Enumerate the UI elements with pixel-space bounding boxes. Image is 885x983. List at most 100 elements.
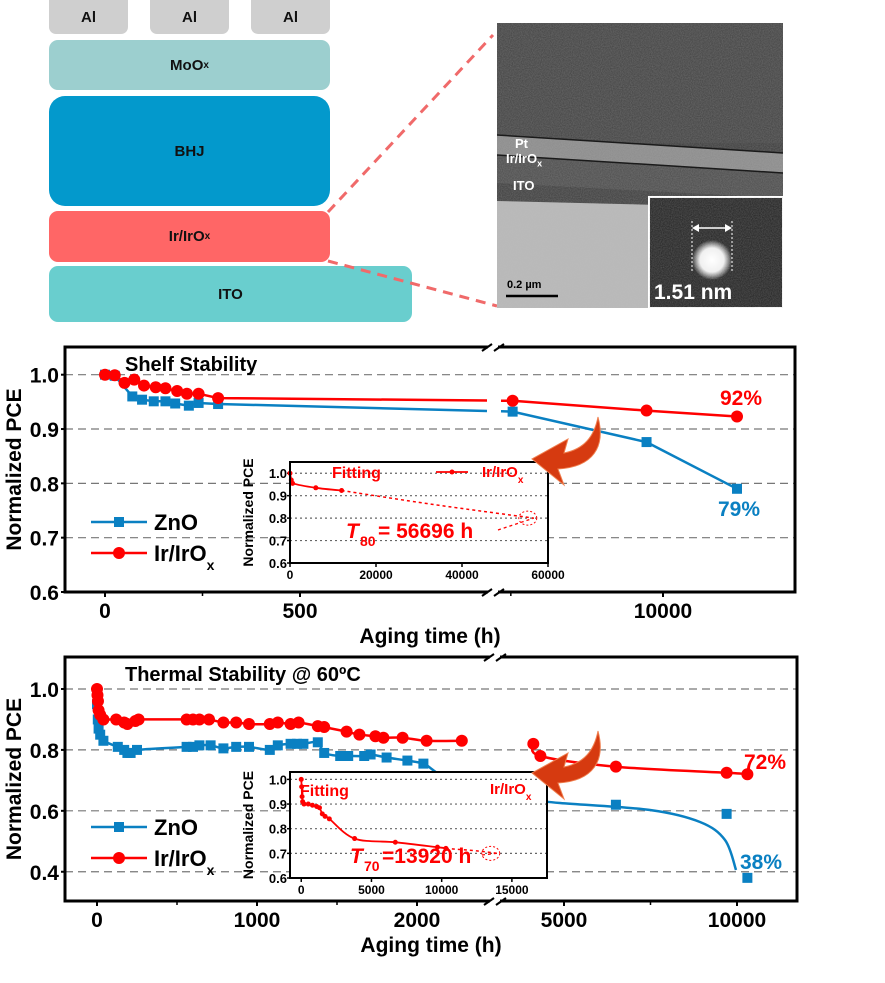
inset-t-symbol: T <box>350 845 365 868</box>
data-point-irox <box>128 373 141 386</box>
tem-label-irox: Ir/IrOx <box>506 151 542 169</box>
data-point-zno <box>264 744 275 755</box>
data-point-zno <box>231 741 242 752</box>
legend-label-irox-sub: x <box>207 862 215 878</box>
inset-data-point <box>299 784 305 790</box>
inset-data-point <box>322 813 328 819</box>
chart-shelf: 0.6 0.7 0.8 0.9 1.0 0 500 10000 Aging time (h) No… <box>3 343 797 648</box>
al-electrode: Al <box>49 0 128 34</box>
legend-label-zno: ZnO <box>154 815 198 840</box>
inset-x-tick-label: 5000 <box>358 883 385 897</box>
inset-data-point <box>290 480 296 486</box>
data-point-zno <box>160 396 171 407</box>
plot-frame <box>63 655 799 903</box>
inset-t-subscript: 80 <box>360 533 376 549</box>
layer-label: Ir/IrO <box>168 228 205 245</box>
inset-y-axis-title: Normalized PCE <box>240 771 256 879</box>
data-point-zno <box>721 808 732 819</box>
data-point-zno <box>365 749 376 760</box>
data-point-zno <box>181 741 192 752</box>
legend-label-irox: Ir/IrO <box>154 541 207 566</box>
y-axis-title: Normalized PCE <box>3 698 26 860</box>
data-point-irox <box>99 368 111 381</box>
inset-t-value: =13920 h <box>382 845 471 868</box>
data-point-zno <box>183 400 194 411</box>
inset-x-tick-label: 40000 <box>445 568 479 582</box>
data-point-irox <box>217 716 230 729</box>
annotation-zno-final: 79% <box>718 498 760 521</box>
data-point-zno <box>335 751 346 762</box>
inset-x-tick-label: 0 <box>298 883 305 897</box>
x-tick-label: 5000 <box>541 909 588 932</box>
tem-image: Pt Ir/IrOx ITO 0.2 µm 1.51 nm <box>497 23 783 308</box>
axis-break-mark <box>493 343 505 352</box>
data-point-zno <box>402 755 413 766</box>
inset-y-axis-title: Normalized PCE <box>240 458 256 566</box>
data-point-zno <box>272 740 283 751</box>
scale-bar-label: 0.2 µm <box>507 279 542 291</box>
data-point-irox <box>193 713 206 726</box>
layer-label: ITO <box>218 285 243 303</box>
data-point-zno <box>188 741 198 752</box>
data-point-zno <box>381 752 392 763</box>
data-point-zno <box>507 406 518 417</box>
inset-y-tick-label: 0.7 <box>269 846 287 861</box>
inset-legend-label: Ir/IrO <box>490 781 526 798</box>
data-point-irox <box>159 382 172 395</box>
data-point-zno <box>93 723 104 734</box>
data-point-irox <box>640 404 653 417</box>
axis-break-mark <box>483 897 495 906</box>
data-point-zno <box>170 398 181 409</box>
data-point-irox <box>132 713 145 726</box>
curved-arrow-icon <box>531 416 601 487</box>
inset-data-point <box>392 839 398 845</box>
x-axis-title: Aging time (h) <box>359 625 500 648</box>
data-point-zno <box>95 729 106 740</box>
inset-data-point <box>326 816 332 822</box>
legend-marker-irox <box>113 547 125 559</box>
al-label: Al <box>182 8 197 26</box>
tem-label-irox-text: Ir/IrO <box>506 151 538 166</box>
data-point-irox <box>212 392 225 405</box>
data-point-zno <box>343 751 354 762</box>
al-label: Al <box>81 8 96 26</box>
al-label: Al <box>283 8 298 26</box>
data-point-irox <box>180 387 193 400</box>
data-point-zno <box>359 751 370 762</box>
inset-y-tick-label: 1.0 <box>269 466 287 481</box>
tem-graphic <box>497 23 783 308</box>
annotation-zno-final: 38% <box>740 851 782 874</box>
moox-layer: MoO x <box>49 40 330 90</box>
axis-break-mark <box>481 343 493 352</box>
axis-break-gap <box>488 588 498 596</box>
inset-data-point <box>434 844 440 850</box>
inset-t-symbol: T <box>346 520 361 543</box>
legend-marker-irox <box>113 852 125 864</box>
data-point-irox <box>192 387 205 400</box>
data-point-irox <box>230 716 243 729</box>
ito-layer: ITO <box>49 266 412 322</box>
data-point-zno <box>98 735 109 746</box>
data-point-zno <box>298 738 309 749</box>
inset-fitting-label: Fitting <box>332 465 381 482</box>
inset-y-tick-label: 0.7 <box>269 534 287 549</box>
data-point-zno <box>205 740 216 751</box>
data-point-zno <box>732 483 742 494</box>
inset-x-tick-label: 60000 <box>531 568 565 582</box>
data-point-irox <box>149 381 162 394</box>
data-point-zno <box>194 740 205 751</box>
data-point-irox <box>731 410 743 423</box>
data-point-zno <box>742 872 753 883</box>
data-point-zno <box>312 737 323 748</box>
x-tick-label: 2000 <box>394 909 441 932</box>
inset-y-tick-label: 0.9 <box>269 489 287 504</box>
zoom-line-bottom <box>327 259 498 308</box>
inset-data-point <box>313 485 319 491</box>
series-line-zno <box>509 796 738 871</box>
inset-fit-line <box>445 847 497 855</box>
data-point-irox <box>271 716 284 729</box>
data-point-irox <box>318 721 331 734</box>
x-tick-label: 10000 <box>708 909 766 932</box>
data-point-irox <box>108 369 121 382</box>
al-electrode: Al <box>251 0 330 34</box>
